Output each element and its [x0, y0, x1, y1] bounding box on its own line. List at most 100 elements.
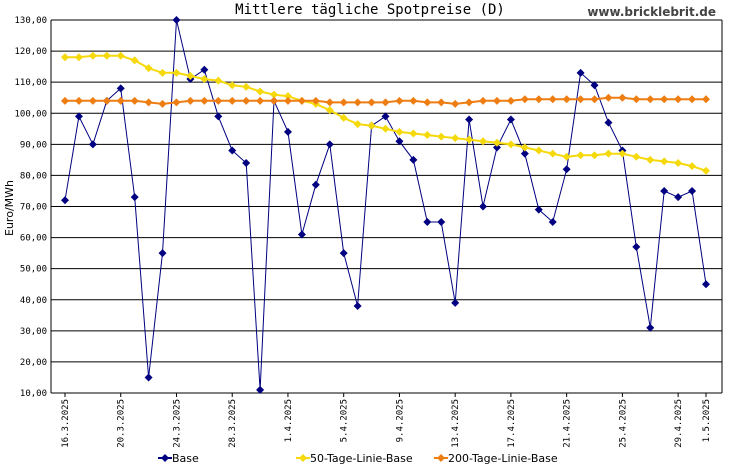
data-point [702, 166, 710, 175]
y-tick-label: 30,00 [20, 327, 47, 337]
data-point [688, 95, 697, 104]
data-point [256, 87, 265, 96]
data-point [116, 84, 125, 93]
data-point [618, 93, 627, 102]
y-axis-label: Euro/MWh [3, 180, 16, 236]
data-point [409, 96, 418, 105]
legend-label: 50-Tage-Linie-Base [310, 452, 413, 464]
data-point [688, 186, 697, 195]
data-point [283, 127, 292, 136]
data-point [74, 53, 83, 62]
data-point [297, 96, 306, 105]
data-point [297, 230, 306, 239]
data-point [632, 95, 641, 104]
data-point [144, 98, 153, 107]
data-point [130, 96, 139, 105]
data-point [158, 249, 167, 258]
data-point [465, 115, 474, 124]
data-point [590, 95, 599, 104]
series-1 [61, 51, 710, 175]
x-tick-label: 13.4.2025 [451, 399, 461, 448]
x-tick-label: 1.5.2025 [702, 399, 712, 442]
series-layer [61, 16, 710, 394]
data-point [646, 155, 655, 164]
data-point [325, 140, 334, 149]
data-point [548, 95, 557, 104]
data-point [88, 96, 97, 105]
data-point [520, 95, 529, 104]
data-point [102, 51, 111, 60]
data-point [534, 146, 543, 155]
data-point [186, 71, 195, 80]
data-point [520, 143, 529, 152]
data-point [479, 96, 488, 105]
data-point [353, 98, 362, 107]
data-point [632, 152, 641, 161]
chart-title: Mittlere tägliche Spotpreise (D) [235, 2, 505, 18]
y-tick-label: 120,00 [14, 47, 47, 57]
x-tick-label: 17.4.2025 [507, 399, 517, 448]
data-point [590, 151, 599, 160]
data-point [576, 151, 585, 160]
data-point [576, 68, 585, 77]
data-point [562, 95, 571, 104]
data-point [604, 93, 613, 102]
data-point [200, 96, 209, 105]
y-tick-label: 90,00 [20, 140, 47, 150]
data-point [562, 165, 571, 174]
data-point [646, 95, 655, 104]
data-point [144, 64, 153, 73]
data-point [506, 96, 515, 105]
data-point [395, 137, 404, 146]
data-point [465, 135, 474, 144]
data-point [674, 158, 683, 167]
y-tick-label: 60,00 [20, 234, 47, 244]
data-point [200, 65, 209, 74]
x-tick-label: 16.3.2025 [61, 399, 71, 448]
data-point [186, 96, 195, 105]
y-tick-label: 110,00 [14, 78, 47, 88]
series-2 [61, 93, 710, 108]
data-point [353, 120, 362, 129]
x-tick-label: 20.3.2025 [117, 399, 127, 448]
legend-swatch-marker [299, 454, 307, 462]
data-point [409, 155, 418, 164]
data-point [214, 96, 223, 105]
data-point [228, 146, 237, 155]
data-point [61, 53, 69, 62]
legend-label: Base [172, 452, 199, 464]
x-tick-label: 21.4.2025 [563, 399, 573, 448]
data-point [214, 112, 223, 121]
data-point [158, 68, 167, 77]
data-point [451, 134, 460, 143]
data-point [395, 96, 404, 105]
data-point [130, 193, 139, 202]
x-tick-label: 24.3.2025 [172, 399, 182, 448]
data-point [74, 112, 83, 121]
data-point [228, 96, 237, 105]
data-point [562, 152, 571, 161]
legend-swatch-marker [437, 454, 445, 462]
data-point [506, 140, 515, 149]
data-point [632, 242, 641, 251]
y-tick-label: 40,00 [20, 296, 47, 306]
grid-lines [51, 19, 722, 394]
data-point [102, 96, 111, 105]
data-point [172, 16, 181, 24]
data-point [604, 149, 613, 158]
data-point [214, 76, 223, 85]
brand-watermark: www.bricklebrit.de [587, 5, 716, 19]
data-point [409, 129, 418, 138]
data-point [381, 124, 390, 133]
data-point [702, 280, 710, 289]
data-point [674, 95, 683, 104]
data-point [339, 98, 348, 107]
data-point [423, 131, 432, 140]
data-point [353, 301, 362, 310]
data-point [492, 138, 501, 147]
data-point [506, 115, 515, 124]
legend: Base 50-Tage-Linie-Base 200-Tage-Linie-Bas… [158, 452, 558, 464]
data-point [144, 373, 153, 382]
data-point [381, 98, 390, 107]
